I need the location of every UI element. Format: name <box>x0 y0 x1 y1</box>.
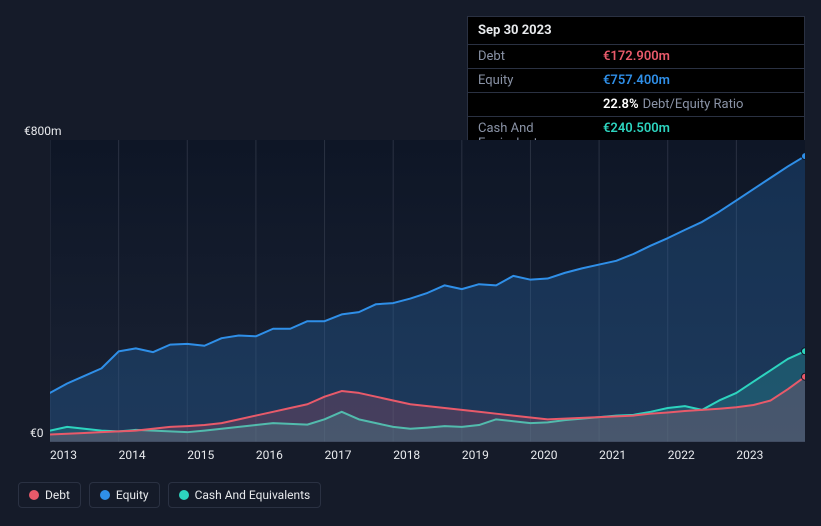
tooltip-row-value: €172.900m <box>603 49 670 64</box>
tooltip-row-value: 22.8%Debt/Equity Ratio <box>603 97 743 112</box>
tooltip-row-label <box>478 97 603 112</box>
tooltip-row: 22.8%Debt/Equity Ratio <box>468 93 804 117</box>
x-axis: 2013201420152016201720182019202020212022… <box>50 448 805 468</box>
legend-label: Cash And Equivalents <box>195 488 311 502</box>
legend-item-cash[interactable]: Cash And Equivalents <box>168 482 322 508</box>
x-tick: 2013 <box>50 448 119 468</box>
x-tick: 2017 <box>325 448 394 468</box>
legend-dot-icon <box>179 490 189 500</box>
x-tick: 2020 <box>530 448 599 468</box>
tooltip-row-label: Debt <box>478 49 603 64</box>
y-axis-min-label: €0 <box>30 426 44 440</box>
chart-plot-area[interactable] <box>50 140 805 442</box>
x-tick: 2014 <box>119 448 188 468</box>
x-tick: 2018 <box>393 448 462 468</box>
chart-svg <box>50 140 805 442</box>
legend-item-equity[interactable]: Equity <box>89 482 160 508</box>
x-tick: 2016 <box>256 448 325 468</box>
legend-label: Debt <box>45 488 70 502</box>
legend-dot-icon <box>100 490 110 500</box>
legend-label: Equity <box>116 488 149 502</box>
y-axis-max-label: €800m <box>24 124 62 138</box>
tooltip-row-label: Equity <box>478 73 603 88</box>
legend-dot-icon <box>29 490 39 500</box>
chart-tooltip: Sep 30 2023 Debt€172.900mEquity€757.400m… <box>467 16 805 156</box>
x-tick: 2023 <box>736 448 805 468</box>
x-tick: 2019 <box>462 448 531 468</box>
legend-item-debt[interactable]: Debt <box>18 482 81 508</box>
x-tick: 2021 <box>599 448 668 468</box>
tooltip-row-value: €757.400m <box>603 73 670 88</box>
tooltip-rows: Debt€172.900mEquity€757.400m22.8%Debt/Eq… <box>468 45 804 155</box>
tooltip-row-suffix: Debt/Equity Ratio <box>643 97 744 112</box>
tooltip-date: Sep 30 2023 <box>468 17 804 45</box>
x-tick: 2015 <box>187 448 256 468</box>
chart-legend: Debt Equity Cash And Equivalents <box>18 482 321 508</box>
tooltip-row: Equity€757.400m <box>468 69 804 93</box>
x-tick: 2022 <box>668 448 737 468</box>
tooltip-row: Debt€172.900m <box>468 45 804 69</box>
